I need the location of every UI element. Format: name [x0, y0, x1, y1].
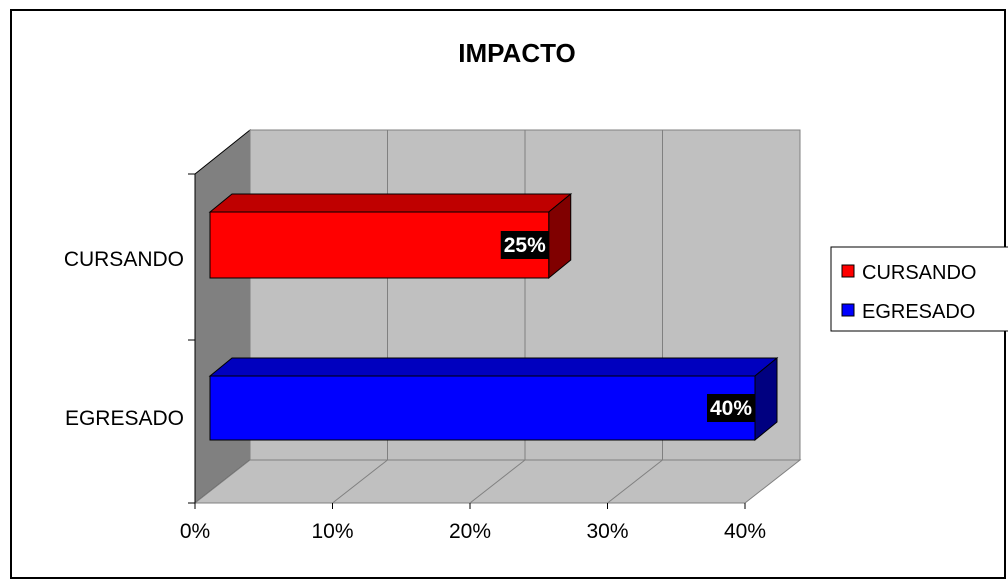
bar — [209, 375, 756, 441]
data-label-bg — [707, 394, 755, 422]
bar-top — [208, 193, 573, 213]
legend-swatch-egresado — [841, 303, 855, 317]
x-tick-label: 20% — [449, 520, 491, 543]
gridline-floor — [332, 459, 388, 504]
bar — [209, 211, 550, 279]
data-label: 40% — [710, 397, 752, 420]
left-wall — [194, 128, 251, 505]
legend-box — [830, 246, 1008, 332]
data-label: 25% — [504, 234, 546, 257]
bar-top — [208, 357, 779, 377]
x-tick-label: 40% — [724, 520, 766, 543]
legend-label-cursando: CURSANDO — [862, 262, 976, 284]
category-label-cursando: CURSANDO — [64, 248, 184, 271]
category-label-egresado: EGRESADO — [65, 407, 184, 430]
chart-title: IMPACTO — [458, 38, 575, 68]
x-tick-label: 10% — [311, 520, 353, 543]
legend-swatch-cursando — [841, 264, 855, 278]
gridline-floor — [469, 459, 526, 504]
legend: CURSANDO EGRESADO — [830, 246, 1008, 332]
data-label-bg — [500, 231, 549, 259]
x-tick-label: 0% — [180, 520, 210, 543]
x-tick-label: 30% — [586, 520, 628, 543]
gridline-floor — [607, 459, 663, 504]
legend-label-egresado: EGRESADO — [862, 301, 975, 323]
